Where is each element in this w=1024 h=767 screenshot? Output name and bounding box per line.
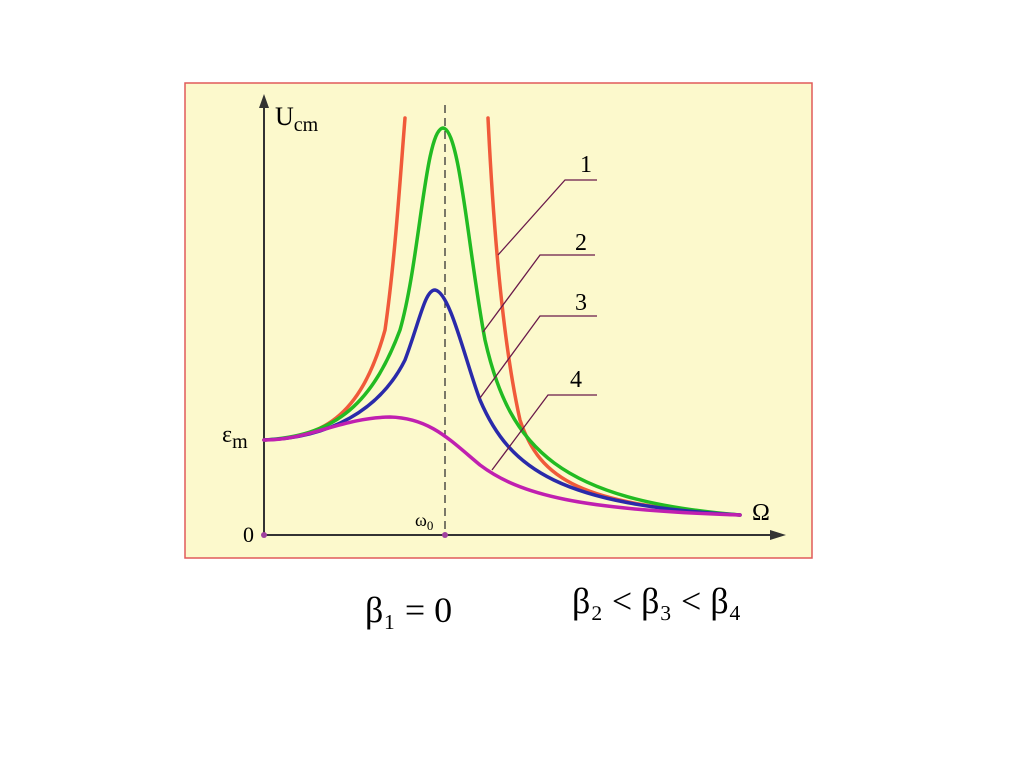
plot-frame xyxy=(184,82,813,559)
y-mark-main: ε xyxy=(222,422,232,448)
leader-1 xyxy=(497,179,597,256)
leader-3 xyxy=(479,315,597,399)
curve-2 xyxy=(262,126,742,517)
x-mark-sub: 0 xyxy=(427,518,434,533)
x-label: Ω xyxy=(752,500,770,526)
curve-label: 3 xyxy=(575,290,587,316)
curve-label: 1 xyxy=(580,152,592,178)
condition: β₂ < β₃ < β₄ xyxy=(572,581,741,621)
curve-label: 4 xyxy=(570,367,582,393)
y-arrow xyxy=(259,94,269,108)
y-label: Ucm xyxy=(275,102,319,136)
x-arrow xyxy=(770,530,786,540)
leader-2 xyxy=(482,254,595,333)
origin-dot xyxy=(261,532,267,538)
x-mark-main: ω xyxy=(415,510,427,530)
curve-label: 2 xyxy=(575,230,587,256)
curve-3 xyxy=(262,288,742,517)
y-mark-sub: m xyxy=(232,431,248,453)
omega-dot xyxy=(442,532,448,538)
y-mark: εm xyxy=(222,422,248,453)
y-label-main: U xyxy=(275,102,294,131)
y-label-sub: cm xyxy=(294,114,319,136)
origin-label: 0 xyxy=(243,522,254,547)
leader-4 xyxy=(491,394,597,471)
x-mark: ω0 xyxy=(415,510,433,533)
curve-4 xyxy=(262,415,742,517)
condition: β₁ = 0 xyxy=(365,590,452,630)
